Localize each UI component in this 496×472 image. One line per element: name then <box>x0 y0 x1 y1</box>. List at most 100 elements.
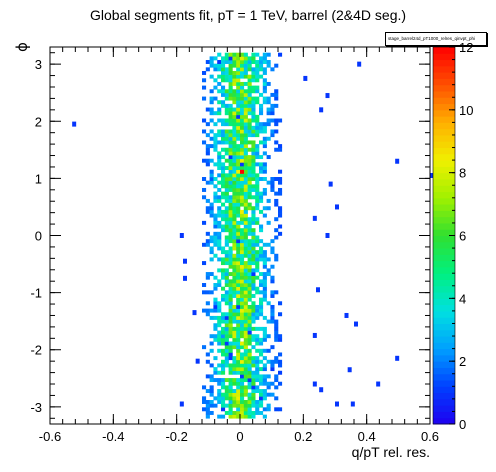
heatmap-bin <box>202 261 207 266</box>
heatmap-bin <box>224 290 229 295</box>
heatmap-bin <box>228 385 233 390</box>
heatmap-bin <box>251 378 256 383</box>
heatmap-bin <box>247 323 252 328</box>
heatmap-bin <box>217 158 222 163</box>
heatmap-bin <box>224 283 229 287</box>
heatmap-bin <box>243 63 248 68</box>
heatmap-bin <box>228 231 233 236</box>
heatmap-bin <box>232 114 237 119</box>
heatmap-bin <box>236 56 241 61</box>
heatmap-bin <box>236 235 241 240</box>
heatmap-bin <box>247 400 252 404</box>
heatmap-bin <box>209 385 214 390</box>
heatmap-bin <box>240 330 245 335</box>
heatmap-bin <box>221 140 226 145</box>
heatmap-bin <box>221 403 226 408</box>
heatmap-bin <box>213 367 218 372</box>
colorbar-segment <box>433 141 455 149</box>
heatmap-bin <box>221 257 226 262</box>
heatmap-bin <box>251 268 256 273</box>
heatmap-bin <box>236 129 241 134</box>
colorbar-segment <box>433 329 455 337</box>
heatmap-bin <box>217 111 222 116</box>
heatmap-bin <box>232 125 237 130</box>
heatmap-bin <box>209 290 214 295</box>
heatmap-bin <box>228 414 233 419</box>
heatmap-bin <box>259 304 264 309</box>
heatmap-bin <box>205 290 210 295</box>
heatmap-bin <box>255 220 260 225</box>
heatmap-bin <box>240 392 245 397</box>
heatmap-bin <box>205 60 210 64</box>
heatmap-bin <box>255 348 260 353</box>
heatmap-bin <box>228 162 233 167</box>
heatmap-bin <box>278 370 283 375</box>
heatmap-bin <box>221 334 226 339</box>
heatmap-bin <box>224 118 229 123</box>
heatmap-bin <box>228 89 233 94</box>
heatmap-bin <box>232 70 237 75</box>
heatmap-bin <box>232 184 237 189</box>
heatmap-bin <box>243 250 248 255</box>
heatmap-bin <box>228 330 233 335</box>
heatmap-bin <box>221 133 226 138</box>
heatmap-bin <box>243 166 248 170</box>
heatmap-bin <box>228 279 233 284</box>
heatmap-bin <box>232 359 237 364</box>
heatmap-bin <box>221 381 226 386</box>
heatmap-bin <box>251 118 256 123</box>
heatmap-bin <box>262 136 267 141</box>
heatmap-bin <box>278 381 283 386</box>
heatmap-bin <box>247 147 252 152</box>
heatmap-bin <box>224 78 229 83</box>
heatmap-bin <box>232 107 237 112</box>
heatmap-bin <box>224 107 229 112</box>
heatmap-bin <box>347 367 352 373</box>
heatmap-bin <box>266 257 271 262</box>
heatmap-bin <box>205 301 210 306</box>
heatmap-bin <box>224 242 229 247</box>
heatmap-bin <box>217 341 222 346</box>
heatmap-bin <box>232 198 237 203</box>
heatmap-bin <box>255 173 260 178</box>
heatmap-bin <box>243 304 248 309</box>
heatmap-bin <box>240 56 245 61</box>
heatmap-bin <box>236 184 241 189</box>
heatmap-bin <box>232 312 237 317</box>
heatmap-bin <box>221 129 226 134</box>
heatmap-bin <box>255 359 260 364</box>
heatmap-bin <box>236 323 241 328</box>
heatmap-bin <box>270 275 275 280</box>
heatmap-bin <box>236 107 241 112</box>
heatmap-bin <box>262 144 267 149</box>
heatmap-bin <box>232 169 237 174</box>
heatmap-bin <box>255 268 260 273</box>
heatmap-bin <box>251 312 256 317</box>
heatmap-bin <box>232 242 237 247</box>
heatmap-bin <box>236 96 241 101</box>
heatmap-bin <box>262 177 267 181</box>
heatmap-bin <box>240 184 245 189</box>
heatmap-bin <box>278 359 283 364</box>
heatmap-bin <box>209 250 214 255</box>
heatmap-bin <box>247 272 252 277</box>
colorbar-segment <box>433 380 455 387</box>
heatmap-bin <box>319 387 324 393</box>
heatmap-bin <box>228 63 233 68</box>
heatmap-bin <box>262 261 267 266</box>
heatmap-bin <box>251 177 256 181</box>
heatmap-bin <box>240 140 245 145</box>
heatmap-bin <box>205 147 210 152</box>
heatmap-bin <box>325 233 330 238</box>
heatmap-bin <box>72 121 77 127</box>
heatmap-bin <box>228 261 233 266</box>
colorbar-segment <box>433 147 455 155</box>
heatmap-bin <box>262 378 267 383</box>
heatmap-bin <box>240 304 245 309</box>
heatmap-bin <box>232 209 237 214</box>
heatmap-bin <box>224 89 229 94</box>
heatmap-bin <box>259 403 264 408</box>
heatmap-bin <box>221 209 226 214</box>
heatmap-bin <box>259 63 264 68</box>
heatmap-bin <box>232 283 237 287</box>
